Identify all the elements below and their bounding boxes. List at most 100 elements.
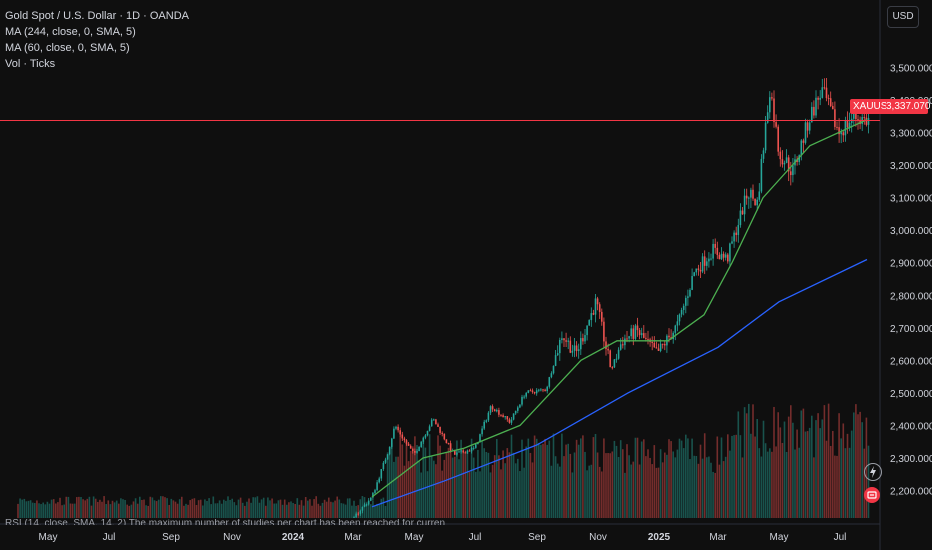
volume-bar <box>252 497 254 518</box>
volume-bar <box>118 503 120 518</box>
volume-bar <box>796 429 798 518</box>
candle-body <box>781 159 784 165</box>
volume-bar <box>336 496 338 518</box>
volume-bar <box>71 503 74 518</box>
volume-bar <box>59 497 61 518</box>
candle-body <box>435 419 437 425</box>
candle-body <box>708 258 710 262</box>
volume-bar <box>596 452 599 518</box>
candle-body <box>664 344 666 346</box>
volume-bar <box>380 498 383 518</box>
volume-bar <box>323 499 326 518</box>
candle-body <box>712 243 714 259</box>
volume-bar <box>262 497 265 518</box>
volume-bar <box>670 441 672 518</box>
volume-bar <box>601 471 603 518</box>
candle-body <box>483 421 485 429</box>
volume-bar <box>321 502 324 518</box>
volume-bar <box>678 438 681 518</box>
candle-body <box>615 358 618 360</box>
volume-bar <box>619 440 622 518</box>
volume-bar <box>393 461 395 518</box>
candle-body <box>561 338 563 340</box>
candle-body <box>388 446 391 455</box>
volume-bar <box>798 447 800 518</box>
symbol-title[interactable]: Gold Spot / U.S. Dollar · 1D · OANDA <box>5 10 189 22</box>
candle-body <box>573 345 576 351</box>
candle-body <box>622 344 624 346</box>
ma60-legend[interactable]: MA (60, close, 0, SMA, 5) <box>5 42 130 54</box>
volume-legend[interactable]: Vol · Ticks <box>5 58 56 70</box>
volume-bar <box>832 430 834 518</box>
volume-bar <box>407 461 410 518</box>
volume-bar <box>424 447 427 518</box>
candle-body <box>756 199 758 206</box>
volume-bar <box>724 456 727 518</box>
lightning-icon[interactable] <box>864 463 882 481</box>
volume-bar <box>260 499 263 518</box>
volume-bar <box>57 502 59 518</box>
volume-bar <box>50 499 53 518</box>
volume-bar <box>248 498 250 518</box>
volume-bar <box>531 462 534 518</box>
candle-body <box>449 443 452 451</box>
y-tick-label: 2,600.000 <box>890 356 932 367</box>
volume-bar <box>584 451 586 518</box>
volume-bar <box>187 504 189 518</box>
candle-body <box>365 504 368 506</box>
candle-body <box>769 97 771 113</box>
volume-bar <box>804 431 807 518</box>
volume-bar <box>850 430 853 518</box>
candle-body <box>754 198 756 206</box>
volume-bar <box>548 440 551 518</box>
volume-bar <box>395 456 397 518</box>
volume-bar <box>647 449 649 518</box>
ma244-legend[interactable]: MA (244, close, 0, SMA, 5) <box>5 26 136 38</box>
candle-body <box>491 406 494 410</box>
volume-bar <box>687 438 689 518</box>
currency-button[interactable]: USD <box>887 6 919 28</box>
volume-bar <box>737 411 740 518</box>
candle-body <box>693 272 695 277</box>
volume-bar <box>458 459 460 518</box>
volume-bar <box>325 501 328 518</box>
volume-bar <box>703 433 706 518</box>
chart-legend: Gold Spot / U.S. Dollar · 1D · OANDA MA … <box>5 8 189 72</box>
candle-body <box>468 450 471 452</box>
volume-bar <box>544 438 546 518</box>
candle-body <box>596 298 599 305</box>
volume-bar <box>29 500 32 518</box>
volume-bar <box>640 441 643 518</box>
volume-bar <box>69 503 72 518</box>
volume-bar <box>370 504 372 518</box>
volume-bar <box>319 505 322 518</box>
volume-bar <box>655 467 658 518</box>
alert-icon[interactable] <box>864 487 880 503</box>
volume-bar <box>485 451 488 518</box>
volume-bar <box>649 457 651 518</box>
volume-bar <box>363 497 366 518</box>
candle-body <box>382 462 385 470</box>
volume-bar <box>420 472 422 518</box>
volume-bar <box>836 455 838 518</box>
volume-bar <box>328 497 330 518</box>
y-tick-label: 3,300.000 <box>890 129 932 140</box>
volume-bar <box>609 453 611 518</box>
volume-bar <box>701 458 704 518</box>
volume-bar <box>141 499 143 518</box>
candle-body <box>458 451 460 453</box>
volume-bar <box>195 504 198 518</box>
volume-bar <box>863 448 866 518</box>
candle-body <box>399 430 401 435</box>
volume-bar <box>94 498 97 518</box>
volume-bar <box>489 472 492 518</box>
candle-body <box>758 191 761 200</box>
volume-bar <box>867 445 870 518</box>
candle-body <box>466 450 469 454</box>
ticker-price-label: XAUUSD <box>850 99 898 114</box>
volume-bar <box>519 471 521 518</box>
candle-body <box>737 225 740 235</box>
volume-bar <box>693 455 695 518</box>
